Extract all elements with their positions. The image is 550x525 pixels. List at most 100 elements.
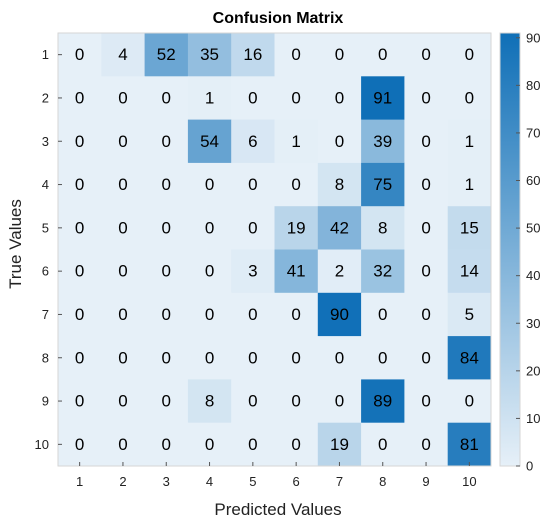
heatmap-cell [58, 76, 102, 121]
heatmap-cell [58, 162, 102, 207]
heatmap-cell [361, 336, 405, 380]
heatmap-cell [58, 119, 102, 164]
cell-value-label: 0 [205, 175, 214, 194]
x-axis-label: Predicted Values [214, 500, 341, 519]
heatmap-cell [274, 249, 319, 294]
cell-value-label: 0 [335, 348, 344, 367]
heatmap-cell [144, 292, 189, 337]
cell-value-label: 0 [75, 262, 84, 281]
cell-value-label: 19 [287, 218, 306, 237]
heatmap-cell [58, 336, 102, 380]
cell-value-label: 0 [162, 348, 171, 367]
cell-value-label: 0 [162, 435, 171, 454]
heatmap-cell [187, 336, 232, 380]
heatmap-cell [447, 292, 492, 337]
cell-value-label: 15 [460, 218, 479, 237]
cell-value-label: 0 [162, 262, 171, 281]
heatmap-cell [404, 206, 449, 250]
heatmap-cell [317, 292, 362, 337]
heatmap-cell [144, 206, 189, 250]
cell-value-label: 3 [248, 262, 257, 281]
heatmap-cell [404, 292, 449, 337]
x-tick-label: 1 [76, 474, 83, 489]
colorbar [499, 32, 521, 467]
cell-value-label: 0 [162, 392, 171, 411]
heatmap-cell [144, 422, 189, 467]
colorbar-tick-label: 60 [526, 173, 540, 188]
plot-frame [57, 32, 492, 467]
cell-value-label: 81 [460, 435, 479, 454]
heatmap-cell [361, 162, 405, 207]
cell-value-label: 0 [378, 435, 387, 454]
cell-value-label: 0 [291, 45, 300, 64]
cell-value-label: 5 [465, 305, 474, 324]
colorbar-tick-label: 90 [526, 30, 540, 45]
cell-value-label: 0 [205, 218, 214, 237]
colorbar-tick-label: 80 [526, 78, 540, 93]
cell-value-label: 0 [335, 45, 344, 64]
cell-value-label: 0 [291, 392, 300, 411]
heatmap-cell [101, 33, 146, 77]
heatmap-cell [144, 336, 189, 380]
cell-value-label: 0 [291, 348, 300, 367]
y-tick-label: 4 [42, 177, 49, 192]
heatmap-cell [404, 76, 449, 121]
y-tick-label: 3 [42, 134, 49, 149]
cell-value-label: 19 [330, 435, 349, 454]
heatmap-cell [58, 33, 102, 77]
heatmap-cell [317, 76, 362, 121]
cell-value-label: 0 [421, 392, 430, 411]
cell-value-label: 52 [157, 45, 176, 64]
cell-value-label: 0 [162, 175, 171, 194]
heatmap-cells: 0 4 52 35 16 0 0 0 0 00 0 0 1 0 0 0 91 0 00 0 0 54 6 1 0 39 0 10 0 0 0… [58, 33, 492, 467]
heatmap-cell [361, 119, 405, 164]
cell-value-label: 0 [118, 348, 127, 367]
heatmap-cell [101, 76, 146, 121]
heatmap-cell [187, 33, 232, 77]
heatmap-cell [231, 33, 275, 77]
cell-value-label: 0 [75, 132, 84, 151]
cell-value-label: 0 [248, 392, 257, 411]
cell-value-label: 0 [75, 45, 84, 64]
y-tick-label: 5 [42, 220, 49, 235]
cell-value-label: 0 [291, 175, 300, 194]
cell-value-label: 0 [335, 392, 344, 411]
cell-value-label: 0 [291, 305, 300, 324]
x-tick-label: 7 [336, 474, 343, 489]
heatmap-cell [187, 119, 232, 164]
cell-value-label: 8 [378, 218, 387, 237]
heatmap-cell [231, 379, 275, 424]
cell-value-label: 0 [75, 435, 84, 454]
x-tick-label: 6 [293, 474, 300, 489]
heatmap-cell [317, 249, 362, 294]
cell-value-label: 0 [248, 88, 257, 107]
heatmap-cell [361, 33, 405, 77]
cell-value-label: 0 [421, 305, 430, 324]
heatmap-cell [404, 249, 449, 294]
heatmap-cell [447, 249, 492, 294]
cell-value-label: 0 [118, 392, 127, 411]
cell-value-label: 0 [162, 218, 171, 237]
cell-value-label: 0 [291, 88, 300, 107]
heatmap-cell [404, 379, 449, 424]
heatmap-cell [58, 379, 102, 424]
heatmap-cell [231, 249, 275, 294]
heatmap-cell [187, 379, 232, 424]
heatmap-cell [447, 379, 492, 424]
heatmap-cell [404, 119, 449, 164]
cell-value-label: 0 [421, 45, 430, 64]
colorbar-tick-label: 40 [526, 268, 540, 283]
cell-value-label: 8 [335, 175, 344, 194]
heatmap-cell [101, 336, 146, 380]
heatmap-cell [144, 379, 189, 424]
heatmap-cell [101, 162, 146, 207]
y-tick-label: 7 [42, 307, 49, 322]
cell-value-label: 2 [335, 262, 344, 281]
colorbar-tick-label: 70 [526, 125, 540, 140]
cell-value-label: 4 [118, 45, 127, 64]
cell-value-label: 1 [291, 132, 300, 151]
heatmap-cell [404, 162, 449, 207]
colorbar-tick-label: 50 [526, 221, 540, 236]
x-tick-label: 4 [206, 474, 213, 489]
cell-value-label: 0 [421, 175, 430, 194]
